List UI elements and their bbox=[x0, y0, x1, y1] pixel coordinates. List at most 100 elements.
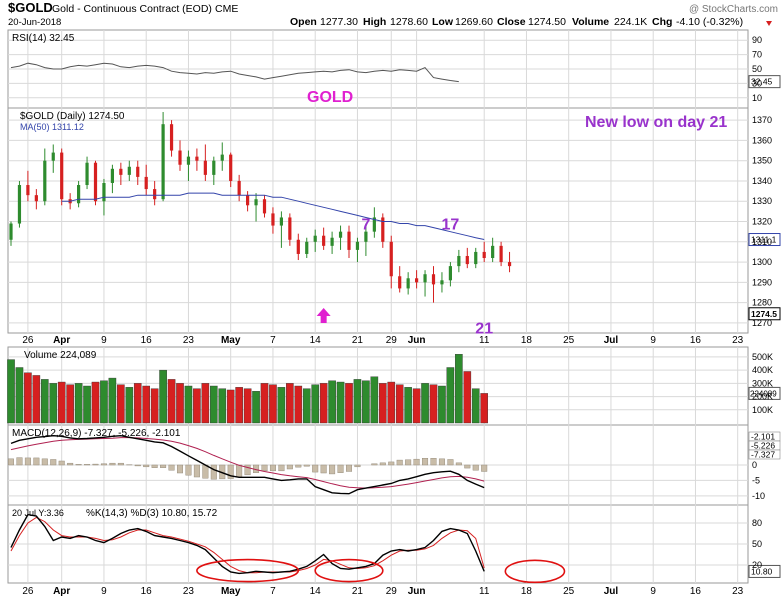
vol-tick-label: 300K bbox=[752, 378, 773, 388]
x-axis-label-stoch: Jun bbox=[408, 586, 426, 597]
chg-value: -4.10 (-0.32%) bbox=[676, 16, 743, 28]
price-bar-body bbox=[457, 255, 461, 267]
price-tick-label: 1280 bbox=[752, 298, 772, 308]
volume-last-value: 224089 bbox=[750, 389, 777, 398]
macd-histogram-bar bbox=[143, 464, 150, 468]
price-bar-body bbox=[279, 217, 283, 226]
price-bar-body bbox=[355, 241, 360, 250]
volume-bar bbox=[252, 391, 260, 424]
cycle-label-17: 17 bbox=[442, 217, 460, 234]
macd-histogram-bar bbox=[134, 464, 141, 467]
chg-label: Chg bbox=[652, 16, 672, 28]
x-axis-label-price: Jul bbox=[604, 335, 619, 346]
cycle-label-21: 21 bbox=[475, 320, 493, 337]
stoch-legend: %K(14,3) %D(3) 10.80, 15.72 bbox=[86, 508, 218, 519]
macd-last-value: -5.226 bbox=[751, 441, 775, 451]
price-bar-body bbox=[288, 217, 292, 240]
stoch-legend-prefix: 20 Jul Y:3.36 bbox=[12, 508, 64, 518]
low-label: Low bbox=[432, 16, 454, 28]
macd-histogram-bar bbox=[329, 464, 336, 475]
price-legend: $GOLD (Daily) 1274.50 bbox=[20, 111, 125, 122]
volume-bar bbox=[74, 383, 83, 424]
macd-histogram-bar bbox=[464, 464, 471, 469]
macd-histogram-bar bbox=[413, 458, 420, 466]
volume-bar bbox=[218, 388, 227, 424]
price-bar-body bbox=[212, 160, 216, 175]
x-axis-label-stoch: 16 bbox=[141, 586, 153, 597]
stoch-tick-label: 20 bbox=[752, 560, 762, 570]
annotation-layer: 7 17 21 bbox=[196, 217, 566, 584]
rsi-tick-label: 30 bbox=[752, 78, 762, 88]
price-bar-body bbox=[195, 156, 199, 161]
price-bar-body bbox=[499, 245, 503, 263]
macd-histogram-bar bbox=[422, 458, 429, 466]
price-bar-body bbox=[77, 185, 81, 204]
price-bar-body bbox=[110, 168, 114, 183]
volume-bar bbox=[201, 383, 210, 424]
volume-bar bbox=[387, 381, 396, 424]
price-bar-body bbox=[153, 189, 157, 200]
volume-bar bbox=[49, 383, 58, 424]
price-tick-label: 1320 bbox=[752, 217, 772, 227]
volume-bar bbox=[142, 385, 151, 424]
price-tick-label: 1370 bbox=[752, 115, 772, 125]
price-tick-label: 1310 bbox=[752, 237, 772, 247]
volume-bar bbox=[463, 371, 472, 424]
volume-bar bbox=[7, 359, 15, 424]
price-bar-body bbox=[229, 154, 233, 181]
volume-bar bbox=[235, 387, 243, 424]
x-axis-label-price: 26 bbox=[22, 335, 34, 346]
ohlc-readout: Open 1277.30 High 1278.60 Low 1269.60 Cl… bbox=[290, 16, 772, 28]
volume-bar bbox=[429, 384, 438, 424]
cycle-label-7: 7 bbox=[361, 217, 370, 234]
macd-histogram-bar bbox=[346, 464, 353, 472]
rsi-tick-label: 10 bbox=[752, 93, 762, 103]
macd-histogram-bar bbox=[210, 464, 217, 480]
volume-bar bbox=[277, 387, 286, 424]
vol-tick-label: 200K bbox=[752, 392, 773, 402]
price-bar-body bbox=[423, 274, 427, 283]
x-axis-label-stoch: 14 bbox=[310, 586, 322, 597]
chg-down-icon bbox=[766, 21, 772, 26]
price-bar-body bbox=[26, 185, 30, 196]
macd-line bbox=[10, 434, 485, 495]
macd-histogram-bar bbox=[396, 459, 403, 466]
volume-bar bbox=[260, 383, 269, 424]
volume-bar bbox=[117, 384, 125, 424]
ma-legend: MA(50) 1311.12 bbox=[20, 122, 84, 132]
x-axis-label-stoch: May bbox=[221, 586, 241, 597]
x-axis-label-price: 9 bbox=[650, 335, 656, 346]
volume-bar bbox=[294, 385, 303, 424]
rsi-layer: 32.45 bbox=[10, 62, 781, 89]
rsi-tick-label: 70 bbox=[752, 50, 762, 60]
macd-tick-label: -10 bbox=[752, 491, 765, 501]
macd-histogram-bar bbox=[303, 464, 310, 467]
rsi-tick-label: 90 bbox=[752, 35, 762, 45]
price-bar-body bbox=[406, 278, 410, 289]
price-bar-body bbox=[305, 241, 309, 254]
volume-bar bbox=[15, 367, 24, 424]
macd-histogram-bar bbox=[202, 464, 209, 479]
macd-histogram-bar bbox=[151, 464, 158, 468]
macd-histogram-bar bbox=[337, 464, 344, 473]
stoch-tick-label: 50 bbox=[752, 539, 762, 549]
macd-histogram-bar bbox=[84, 464, 91, 466]
volume-bar bbox=[455, 354, 463, 424]
macd-legend: MACD(12,26,9) -7.327, -5.226, -2.101 bbox=[12, 428, 181, 439]
price-bar-body bbox=[322, 235, 326, 246]
price-bar-body bbox=[203, 160, 207, 175]
price-bar-body bbox=[262, 199, 267, 214]
volume-bar bbox=[362, 380, 370, 424]
volume-value: 224.1K bbox=[614, 16, 647, 28]
macd-histogram-bar bbox=[67, 462, 74, 466]
macd-histogram-bar bbox=[176, 464, 183, 474]
x-axis-label-price: May bbox=[221, 335, 241, 346]
low-value: 1269.60 bbox=[455, 16, 493, 28]
stoch-tick-label: 80 bbox=[752, 518, 762, 528]
x-axis-label-price: 16 bbox=[690, 335, 702, 346]
volume-bar bbox=[125, 387, 134, 424]
price-bar-body bbox=[34, 195, 38, 202]
price-bar-body bbox=[17, 185, 22, 224]
x-axis-label-stoch: Jul bbox=[604, 586, 619, 597]
